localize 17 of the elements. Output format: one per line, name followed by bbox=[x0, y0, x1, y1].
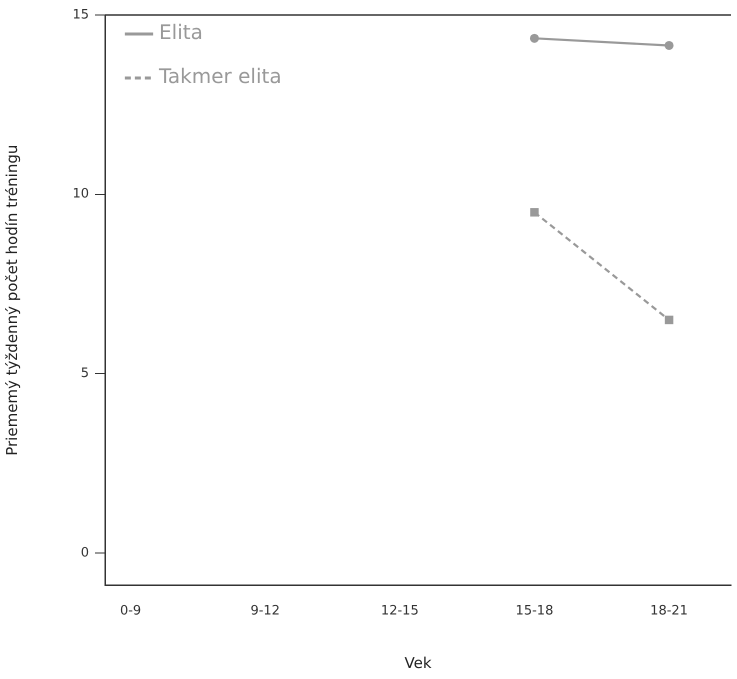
x-tick-label: 9-12 bbox=[250, 604, 280, 619]
point bbox=[664, 40, 674, 50]
x-tick-label: 12-15 bbox=[380, 604, 419, 619]
x-axis-title: Vek bbox=[404, 654, 432, 672]
y-tick-label: 15 bbox=[72, 7, 89, 22]
y-axis-title: Priememý týždenný počet hodín tréningu bbox=[2, 144, 21, 456]
point bbox=[664, 316, 674, 324]
x-tick-label: 18-21 bbox=[650, 604, 688, 619]
point bbox=[530, 34, 539, 43]
point bbox=[530, 208, 539, 217]
y-tick-label: 0 bbox=[80, 545, 89, 560]
y-tick-label: 5 bbox=[80, 366, 89, 382]
x-tick-label: 0-9 bbox=[120, 604, 142, 619]
y-tick-label: 10 bbox=[72, 186, 89, 202]
legend-label: Takmer elita bbox=[158, 64, 282, 88]
legend-label: Elita bbox=[159, 20, 203, 44]
x-tick-label: 15-18 bbox=[516, 604, 554, 619]
